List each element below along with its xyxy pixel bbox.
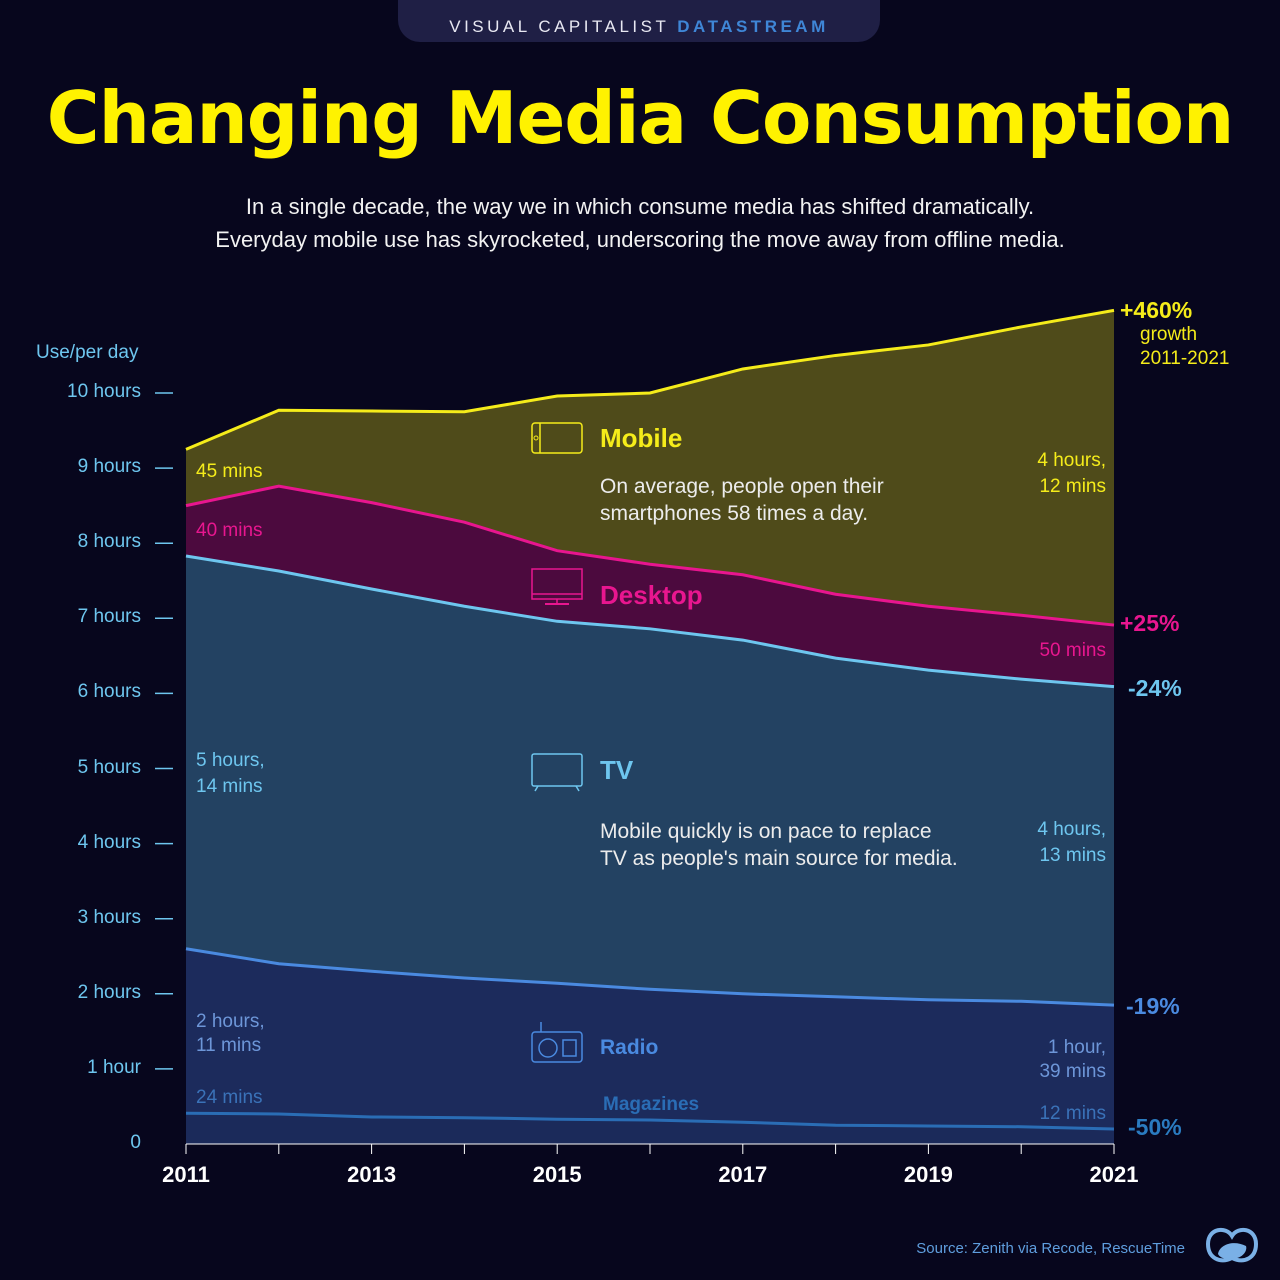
- desktop-area: [186, 486, 1114, 687]
- tv-start-line1: 5 hours,: [196, 750, 265, 771]
- magazines-start-label: 24 mins: [196, 1087, 263, 1108]
- mobile-heading: Mobile: [600, 423, 683, 453]
- magazines-heading: Magazines: [603, 1094, 700, 1115]
- desktop-change: +25%: [1120, 610, 1180, 636]
- tv-description: Mobile quickly is on pace to replace TV a…: [600, 818, 958, 872]
- tv-desc-line1: Mobile quickly is on pace to replace: [600, 820, 932, 843]
- y-tick-label: 2 hours: [77, 981, 141, 1003]
- visual-capitalist-logo-icon: [1205, 1227, 1259, 1263]
- tv-start-line2: 14 mins: [196, 776, 263, 797]
- tv-change: -24%: [1128, 675, 1182, 701]
- y-tick-label: 9 hours: [77, 456, 141, 478]
- brand-name: VISUAL CAPITALIST: [449, 17, 670, 36]
- radio-heading: Radio: [600, 1036, 659, 1059]
- radio-start-label: 2 hours, 11 mins: [196, 1010, 265, 1058]
- tv-end-line2: 13 mins: [1039, 845, 1106, 866]
- mobile-end-line2: 12 mins: [1039, 476, 1106, 497]
- radio-end-label: 1 hour, 39 mins: [1039, 1036, 1106, 1084]
- y-tick-label: 1 hour: [87, 1056, 141, 1078]
- radio-icon: [531, 1022, 583, 1063]
- mobile-change: +460%: [1120, 297, 1193, 323]
- y-tick-label: 8 hours: [77, 531, 141, 553]
- growth-line2: 2011-2021: [1140, 348, 1230, 369]
- mobile-description: On average, people open their smartphones…: [600, 473, 884, 527]
- y-tick-label: 0: [130, 1132, 141, 1153]
- brand-banner: VISUAL CAPITALIST DATASTREAM: [398, 0, 880, 42]
- mobile-area: [186, 310, 1114, 626]
- y-axis-label: Use/per day: [36, 342, 139, 363]
- radio-start-line2: 11 mins: [196, 1035, 262, 1056]
- subtitle-line-2: Everyday mobile use has skyrocketed, und…: [215, 227, 1065, 252]
- desktop-end-label: 50 mins: [1039, 640, 1106, 661]
- x-tick-label: 2017: [718, 1162, 768, 1187]
- x-tick-label: 2015: [532, 1162, 582, 1187]
- x-tick-label: 2021: [1089, 1162, 1139, 1187]
- x-tick-label: 2019: [903, 1162, 953, 1187]
- y-tick-label: 3 hours: [77, 906, 141, 928]
- tv-desc-line2: TV as people's main source for media.: [600, 847, 958, 870]
- radio-end-line2: 39 mins: [1039, 1061, 1106, 1082]
- brand-accent: DATASTREAM: [677, 17, 829, 36]
- mobile-desc-line2: smartphones 58 times a day.: [600, 502, 869, 525]
- y-tick-label: 6 hours: [77, 681, 141, 703]
- y-tick-label: 7 hours: [77, 606, 141, 628]
- subtitle-line-1: In a single decade, the way we in which …: [245, 194, 1035, 219]
- tv-start-label: 5 hours, 14 mins: [196, 748, 265, 800]
- y-tick-label: 10 hours: [67, 381, 141, 402]
- radio-change: -19%: [1126, 993, 1180, 1019]
- chart-subtitle: In a single decade, the way we in which …: [0, 190, 1280, 256]
- y-tick-label: 4 hours: [77, 831, 141, 853]
- tv-icon: [531, 753, 583, 792]
- tv-heading: TV: [600, 755, 634, 785]
- tv-end-label: 4 hours, 13 mins: [1037, 817, 1106, 869]
- tv-area: [186, 555, 1114, 1006]
- desktop-heading: Desktop: [600, 580, 703, 610]
- y-tick-label: 5 hours: [77, 756, 141, 778]
- mobile-start-label: 45 mins: [196, 461, 263, 482]
- mobile-end-label: 4 hours, 12 mins: [1037, 448, 1106, 500]
- radio-area: [186, 948, 1114, 1129]
- growth-line1: growth: [1140, 324, 1198, 345]
- tv-end-line1: 4 hours,: [1037, 819, 1106, 840]
- radio-start-line1: 2 hours,: [196, 1011, 265, 1032]
- x-tick-label: 2011: [162, 1162, 210, 1187]
- magazines-change: -50%: [1128, 1114, 1182, 1140]
- desktop-start-label: 40 mins: [196, 520, 263, 541]
- radio-end-line1: 1 hour,: [1047, 1037, 1106, 1058]
- magazines-end-label: 12 mins: [1039, 1103, 1106, 1124]
- mobile-end-line1: 4 hours,: [1037, 450, 1106, 471]
- x-tick-label: 2013: [347, 1162, 397, 1187]
- mobile-phone-icon: [531, 422, 583, 454]
- chart-title: Changing Media Consumption: [46, 76, 1234, 160]
- desktop-monitor-icon: [531, 568, 583, 605]
- magazines-area: [186, 1113, 1114, 1144]
- mobile-desc-line1: On average, people open their: [600, 475, 884, 498]
- mobile-growth-note: growth 2011-2021: [1140, 323, 1229, 371]
- source-note: Source: Zenith via Recode, RescueTime: [916, 1240, 1185, 1257]
